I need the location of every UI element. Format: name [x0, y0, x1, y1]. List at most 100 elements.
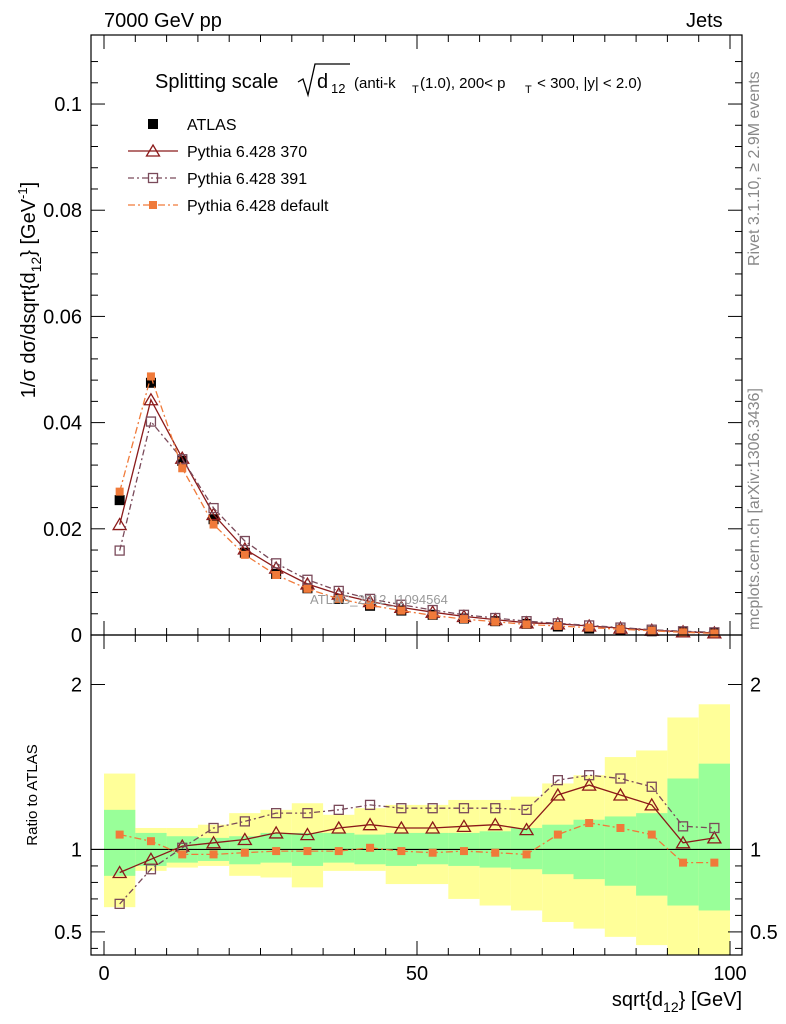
main-plot-panel: 0 0.02 0.04 0.06 0.08 0.1 [43, 34, 743, 647]
ratio-point-pdefault [366, 843, 375, 852]
ratio-point-pdefault [209, 850, 218, 859]
ratio-point-p370 [393, 820, 409, 834]
legend-marker-atlas [148, 119, 158, 129]
ratio-point-p391 [521, 804, 532, 815]
y-axis-label: 1/σ dσ/dsqrt{d12} [GeV-1] [15, 182, 44, 398]
ratio-point-p391 [270, 807, 282, 819]
ratio-point-pdefault [585, 819, 594, 828]
ratio-point-p370 [425, 820, 441, 834]
ratio-point-p370 [205, 835, 222, 849]
data-point-pdefault [459, 615, 468, 624]
data-point-pdefault [553, 621, 562, 630]
watermark: ATLAS_2012_I1094564 [310, 592, 448, 607]
ratio-point-p370 [706, 830, 722, 844]
ratio-line-p391 [119, 774, 715, 905]
ratio-point-p370 [675, 835, 691, 849]
ratio-point-pdefault [303, 847, 312, 856]
data-point-p370 [143, 392, 159, 406]
ratio-point-pdefault [428, 848, 437, 857]
ratio-point-p391 [490, 803, 501, 814]
data-point-pdefault [428, 611, 437, 620]
data-point-pdefault [397, 606, 406, 615]
series-line-p391 [119, 420, 715, 633]
data-point-p391 [177, 454, 188, 465]
ratio-point-pdefault [240, 848, 249, 857]
ratio-point-p370 [268, 825, 284, 839]
ratio-point-pdefault [491, 848, 500, 857]
ratio-band-inner [104, 809, 136, 876]
ratio-point-pdefault [616, 823, 625, 832]
y-tick-label: 0.06 [43, 306, 82, 328]
data-point-pdefault [366, 601, 375, 610]
y-tick-label: 0.02 [43, 519, 82, 541]
ratio-point-p370 [644, 797, 660, 811]
x-tick-label: 50 [406, 963, 428, 985]
ratio-point-p370 [112, 865, 128, 879]
ratio-point-p391 [239, 816, 251, 827]
ratio-point-pdefault [679, 858, 688, 867]
ratio-point-pdefault [178, 850, 187, 859]
ratio-point-p370 [550, 787, 566, 801]
ratio-point-pdefault [146, 837, 155, 846]
ratio-point-p391 [396, 803, 407, 814]
ratio-point-pdefault [647, 830, 656, 839]
legend-label-p391: Pythia 6.428 391 [187, 171, 307, 188]
data-point-p391 [302, 574, 313, 585]
data-point-pdefault [679, 628, 688, 637]
ratio-point-p370 [581, 777, 597, 791]
data-point-p370 [112, 517, 128, 531]
data-point-pdefault [491, 617, 500, 626]
ratio-point-pdefault [272, 847, 281, 856]
ratio-point-p391 [584, 770, 595, 781]
y-tick-label: 0.08 [43, 200, 82, 222]
sqrt-sign [297, 63, 350, 98]
data-point-pdefault [209, 520, 218, 529]
data-point-pdefault [115, 487, 124, 496]
ratio-y-tick-label-right: 0.5 [750, 922, 778, 944]
ratio-point-p391 [208, 822, 219, 834]
data-point-pdefault [522, 620, 531, 629]
chart-title: Splitting scale [155, 71, 278, 93]
mcplots-label: mcplots.cern.ch [arXiv:1306.3436] [746, 388, 763, 630]
chart-title-math: d 12 [317, 71, 345, 96]
ratio-point-pdefault [397, 847, 406, 856]
ratio-point-pdefault [459, 847, 468, 856]
data-point-p391 [270, 558, 282, 569]
x-tick-label: 100 [713, 963, 746, 985]
ratio-band-inner [417, 832, 449, 865]
rivet-version-label: Rivet 3.1.10, ≥ 2.9M events [746, 71, 763, 266]
y-tick-label: 0 [71, 625, 82, 647]
data-point-pdefault [585, 623, 594, 632]
ratio-point-p391 [364, 799, 376, 811]
data-point-pdefault [178, 464, 187, 473]
ratio-point-pdefault [334, 847, 343, 856]
ratio-point-p370 [518, 822, 535, 836]
ratio-point-p370 [456, 819, 472, 832]
data-point-atlas [145, 377, 156, 388]
data-point-pdefault [303, 584, 312, 593]
ratio-y-tick-label-right: 2 [750, 674, 761, 696]
series-line-p370 [119, 398, 715, 634]
ratio-point-p370 [362, 817, 378, 831]
ratio-point-p391 [145, 864, 157, 875]
data-point-pdefault [710, 629, 719, 638]
ratio-point-p391 [709, 822, 720, 834]
ratio-point-p391 [615, 773, 626, 784]
ratio-line-p370 [119, 784, 715, 874]
header-energy: 7000 GeV pp [104, 10, 222, 32]
data-point-pdefault [616, 625, 625, 634]
ratio-band-inner [698, 763, 730, 911]
ratio-point-p370 [237, 832, 253, 846]
data-point-p391 [208, 502, 219, 514]
data-point-pdefault [647, 626, 656, 635]
data-point-atlas [114, 495, 125, 506]
ratio-point-p391 [302, 807, 313, 819]
ratio-y-axis-label: Ratio to ATLAS [24, 744, 41, 845]
ratio-y-tick-label: 0.5 [54, 922, 82, 944]
ratio-point-p391 [646, 781, 657, 792]
ratio-line-pdefault [119, 822, 715, 864]
ratio-y-tick-label: 1 [71, 839, 82, 861]
legend-marker-pdefault [149, 201, 157, 209]
data-point-p391 [239, 535, 251, 547]
